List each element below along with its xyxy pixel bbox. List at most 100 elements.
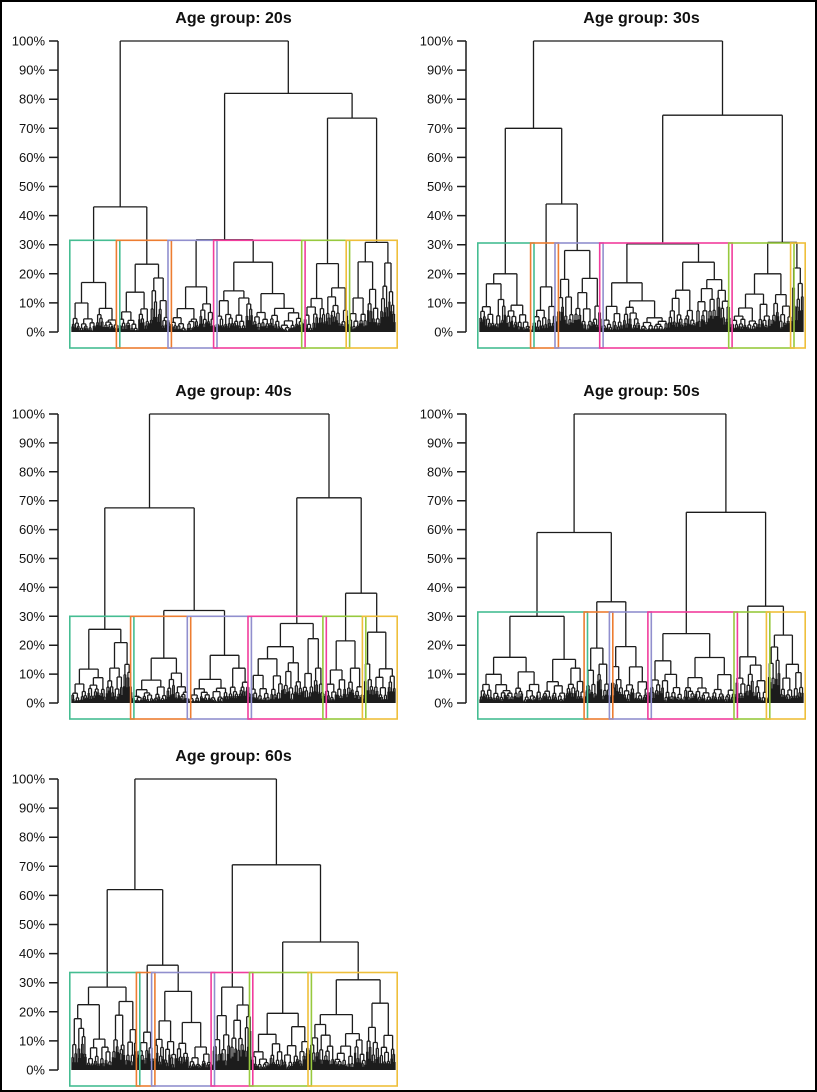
y-axis-tick-label: 80% bbox=[427, 92, 453, 107]
cluster-box-4 bbox=[248, 971, 313, 1087]
cluster-box-1 bbox=[583, 611, 614, 720]
dendrogram-canvas: Age group: 60s 0% 10% 20% 30% 40% 50% 60% 70% 80%… bbox=[12, 748, 398, 1087]
y-axis-tick-label: 10% bbox=[427, 667, 453, 682]
y-axis bbox=[457, 413, 467, 704]
y-axis-tick-label: 10% bbox=[19, 295, 45, 310]
y-axis-tick-label: 50% bbox=[19, 551, 45, 566]
cluster-box-0 bbox=[69, 615, 135, 720]
y-axis-tick-label: 90% bbox=[19, 63, 45, 78]
y-axis-tick-label: 90% bbox=[19, 435, 45, 450]
panel-title: Age group: 40s bbox=[175, 383, 292, 400]
y-axis-tick-label: 100% bbox=[12, 772, 46, 787]
cluster-box-5 bbox=[765, 611, 806, 720]
dendrogram-canvas: Age group: 40s 0% 10% 20% 30% 40% 50% 60% 70% 80%… bbox=[12, 383, 398, 720]
cluster-box-2 bbox=[150, 971, 216, 1087]
y-axis-tick-label: 40% bbox=[19, 580, 45, 595]
y-axis-tick-label: 20% bbox=[19, 266, 45, 281]
y-axis-tick-label: 40% bbox=[19, 208, 45, 223]
cluster-box-2 bbox=[608, 611, 653, 720]
panel-age-group-60s: Age group: 60s 0% 10% 20% 30% 40% 50% 60% 70% 80%… bbox=[1, 727, 408, 1090]
dendrogram-tree bbox=[479, 40, 804, 332]
panel-title: Age group: 30s bbox=[583, 10, 700, 27]
y-axis-tick-label: 30% bbox=[19, 237, 45, 252]
cluster-box-0 bbox=[477, 242, 535, 349]
y-axis-tick-label: 40% bbox=[427, 208, 453, 223]
cluster-box-1 bbox=[115, 239, 173, 349]
y-axis bbox=[49, 413, 59, 704]
y-axis-tick-label: 70% bbox=[19, 493, 45, 508]
y-axis-tick-label: 20% bbox=[427, 638, 453, 653]
cluster-box-0 bbox=[477, 611, 589, 720]
y-axis-tick-label: 100% bbox=[420, 34, 454, 49]
panel-age-group-50s: Age group: 50s 0% 10% 20% 30% 40% 50% 60% 70% 80%… bbox=[409, 364, 816, 727]
dendrogram-canvas: Age group: 30s 0% 10% 20% 30% 40% 50% 60% 70% 80%… bbox=[420, 10, 807, 349]
cluster-box-4 bbox=[727, 242, 795, 349]
dendrogram-canvas: Age group: 20s 0% 10% 20% 30% 40% 50% 60% 70% 80%… bbox=[12, 10, 399, 349]
y-axis-tick-label: 80% bbox=[19, 464, 45, 479]
panel-age-group-40s: Age group: 40s 0% 10% 20% 30% 40% 50% 60% 70% 80%… bbox=[1, 364, 408, 727]
y-axis-tick-label: 70% bbox=[19, 859, 45, 874]
y-axis-tick-label: 50% bbox=[19, 179, 45, 194]
panel-age-group-30s: Age group: 30s 0% 10% 20% 30% 40% 50% 60% 70% 80%… bbox=[409, 1, 816, 364]
y-axis-tick-label: 60% bbox=[19, 888, 45, 903]
cluster-box-3 bbox=[210, 971, 254, 1087]
y-axis-tick-label: 100% bbox=[12, 34, 46, 49]
y-axis-tick-label: 70% bbox=[427, 493, 453, 508]
dendrogram-tree bbox=[71, 40, 396, 332]
y-axis-tick-label: 50% bbox=[19, 917, 45, 932]
y-axis bbox=[49, 40, 59, 333]
y-axis-tick-label: 40% bbox=[427, 580, 453, 595]
panel-title: Age group: 20s bbox=[175, 10, 292, 27]
y-axis-tick-label: 30% bbox=[19, 609, 45, 624]
y-axis-tick-label: 80% bbox=[427, 464, 453, 479]
y-axis-tick-label: 50% bbox=[427, 179, 453, 194]
cluster-box-4 bbox=[300, 239, 351, 349]
y-axis-tick-label: 0% bbox=[26, 1063, 45, 1078]
y-axis bbox=[457, 40, 467, 333]
y-axis-tick-label: 10% bbox=[19, 1033, 45, 1048]
dendrogram-tree bbox=[71, 778, 396, 1070]
cluster-box-2 bbox=[167, 239, 218, 349]
y-axis-tick-label: 100% bbox=[12, 407, 46, 422]
cluster-box-1 bbox=[529, 242, 560, 349]
y-axis bbox=[49, 778, 59, 1071]
cluster-box-5 bbox=[307, 971, 398, 1087]
cluster-box-4 bbox=[733, 611, 771, 720]
y-axis-tick-label: 70% bbox=[19, 121, 45, 136]
cluster-box-1 bbox=[135, 971, 156, 1087]
y-axis-tick-label: 30% bbox=[427, 237, 453, 252]
cluster-box-1 bbox=[129, 615, 192, 720]
y-axis-tick-label: 10% bbox=[427, 295, 453, 310]
y-axis-tick-label: 0% bbox=[26, 325, 45, 340]
y-axis-tick-label: 50% bbox=[427, 551, 453, 566]
y-axis-tick-label: 10% bbox=[19, 667, 45, 682]
y-axis-tick-label: 90% bbox=[427, 435, 453, 450]
cluster-box-4 bbox=[322, 615, 367, 720]
cluster-box-2 bbox=[554, 242, 604, 349]
y-axis-tick-label: 90% bbox=[427, 63, 453, 78]
y-axis-tick-label: 60% bbox=[19, 150, 45, 165]
y-axis-tick-label: 30% bbox=[19, 975, 45, 990]
cluster-box-5 bbox=[345, 239, 399, 349]
dendrogram-canvas: Age group: 50s 0% 10% 20% 30% 40% 50% 60% 70% 80%… bbox=[420, 383, 806, 720]
y-axis-tick-label: 40% bbox=[19, 946, 45, 961]
cluster-box-3 bbox=[247, 615, 328, 720]
cluster-box-5 bbox=[361, 615, 398, 720]
cluster-box-0 bbox=[69, 971, 141, 1087]
y-axis-tick-label: 90% bbox=[19, 801, 45, 816]
y-axis-tick-label: 0% bbox=[26, 696, 45, 711]
panel-title: Age group: 60s bbox=[175, 748, 292, 765]
dendrogram-tree bbox=[71, 413, 396, 703]
panel-age-group-20s: Age group: 20s 0% 10% 20% 30% 40% 50% 60% 70% 80%… bbox=[1, 1, 408, 364]
y-axis-tick-label: 20% bbox=[427, 266, 453, 281]
y-axis-tick-label: 60% bbox=[427, 150, 453, 165]
y-axis-tick-label: 80% bbox=[19, 830, 45, 845]
y-axis-tick-label: 0% bbox=[434, 696, 453, 711]
y-axis-tick-label: 70% bbox=[427, 121, 453, 136]
cluster-box-5 bbox=[789, 242, 807, 349]
cluster-box-3 bbox=[647, 611, 739, 720]
cluster-box-0 bbox=[69, 239, 121, 349]
cluster-box-2 bbox=[186, 615, 253, 720]
y-axis-tick-label: 0% bbox=[434, 325, 453, 340]
